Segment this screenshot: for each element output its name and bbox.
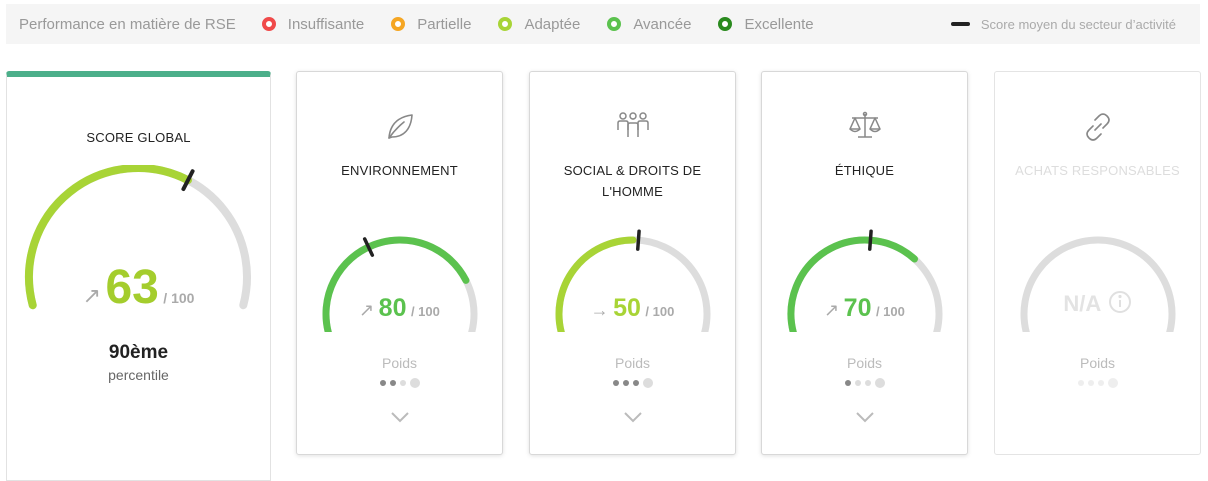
weight-dot	[643, 378, 653, 388]
legend-item-avancee: Avancée	[607, 16, 691, 33]
weight-dots	[530, 378, 735, 388]
pillar-score-number: 80	[379, 294, 407, 322]
global-score-value: ↗ 63 / 100	[7, 260, 270, 315]
chevron-down-icon[interactable]	[530, 410, 735, 428]
pillar-title: SOCIAL & DROITS DE L'HOMME	[540, 160, 725, 202]
people-icon	[530, 110, 735, 147]
global-score-title: SCORE GLOBAL	[7, 130, 270, 145]
pillar-score-max: / 100	[876, 304, 905, 319]
weight-dots	[297, 378, 502, 388]
weight-dot	[380, 380, 386, 386]
global-score-max: / 100	[163, 290, 194, 306]
weight-dot	[1088, 380, 1094, 386]
sector-average-marker	[638, 231, 639, 249]
not-applicable-text: N/A	[1063, 291, 1101, 316]
sector-average-marker-icon	[951, 22, 970, 26]
pillar-card-social[interactable]: SOCIAL & DROITS DE L'HOMME → 50 / 100 Po…	[529, 71, 736, 455]
weight-dots	[762, 378, 967, 388]
weight-dot	[855, 380, 861, 386]
trend-up-icon: ↗	[83, 283, 101, 308]
info-icon[interactable]	[1108, 290, 1132, 319]
pillar-score-max: / 100	[645, 304, 674, 319]
pillar-card-environnement[interactable]: ENVIRONNEMENT ↗ 80 / 100 Poids	[296, 71, 503, 455]
weight-dot	[1108, 378, 1118, 388]
sector-average-marker	[870, 231, 871, 249]
trend-flat-icon: →	[591, 300, 609, 320]
pillar-score-max: / 100	[411, 304, 440, 319]
pillar-score-na: N/A	[995, 290, 1200, 319]
legend-item-excellente: Excellente	[718, 16, 813, 33]
weight-dot	[633, 380, 639, 386]
legend-dot-lightgreen	[498, 17, 512, 31]
pillar-score: → 50 / 100	[530, 294, 735, 323]
legend-item-adaptee: Adaptée	[498, 16, 580, 33]
pillar-title: ÉTHIQUE	[772, 160, 957, 181]
pillar-score: ↗ 70 / 100	[762, 294, 967, 323]
weight-dot	[623, 380, 629, 386]
leaf-icon	[297, 110, 502, 149]
weight-dot	[875, 378, 885, 388]
pillar-score: ↗ 80 / 100	[297, 294, 502, 323]
legend-item-insuffisante: Insuffisante	[262, 16, 364, 33]
weight-dots	[995, 378, 1200, 388]
chevron-down-icon[interactable]	[762, 410, 967, 428]
pillar-card-ethique[interactable]: ÉTHIQUE ↗ 70 / 100 Poids	[761, 71, 968, 455]
legend-sector-average: Score moyen du secteur d’activité	[951, 17, 1176, 32]
global-score-number: 63	[105, 261, 158, 314]
weight-dot	[400, 380, 406, 386]
global-score-card: SCORE GLOBAL ↗ 63 / 100 90ème percentile	[6, 71, 271, 481]
legend-dot-orange	[391, 17, 405, 31]
rse-legend: Performance en matière de RSE Insuffisan…	[6, 4, 1200, 44]
link-icon	[995, 110, 1200, 149]
pillar-card-achats: ACHATS RESPONSABLES N/A Poids	[994, 71, 1201, 455]
weight-dot	[865, 380, 871, 386]
legend-dot-red	[262, 17, 276, 31]
legend-dot-green	[607, 17, 621, 31]
percentile-rank: 90ème	[7, 342, 270, 364]
weight-label: Poids	[995, 355, 1200, 371]
weight-dot	[410, 378, 420, 388]
pillar-score-number: 50	[613, 294, 641, 322]
pillar-title: ENVIRONNEMENT	[307, 160, 492, 181]
percentile-label: percentile	[7, 367, 270, 383]
trend-up-icon: ↗	[359, 300, 374, 320]
trend-up-icon: ↗	[824, 300, 839, 320]
weight-label: Poids	[530, 355, 735, 371]
weight-dot	[845, 380, 851, 386]
legend-item-partielle: Partielle	[391, 16, 471, 33]
weight-dot	[613, 380, 619, 386]
pillar-score-number: 70	[844, 294, 872, 322]
weight-dot	[1098, 380, 1104, 386]
legend-dot-darkgreen	[718, 17, 732, 31]
legend-title: Performance en matière de RSE	[19, 16, 236, 33]
weight-dot	[1078, 380, 1084, 386]
weight-label: Poids	[762, 355, 967, 371]
chevron-down-icon[interactable]	[297, 410, 502, 428]
scales-icon	[762, 110, 967, 147]
weight-dot	[390, 380, 396, 386]
pillar-title: ACHATS RESPONSABLES	[1005, 160, 1190, 181]
weight-label: Poids	[297, 355, 502, 371]
